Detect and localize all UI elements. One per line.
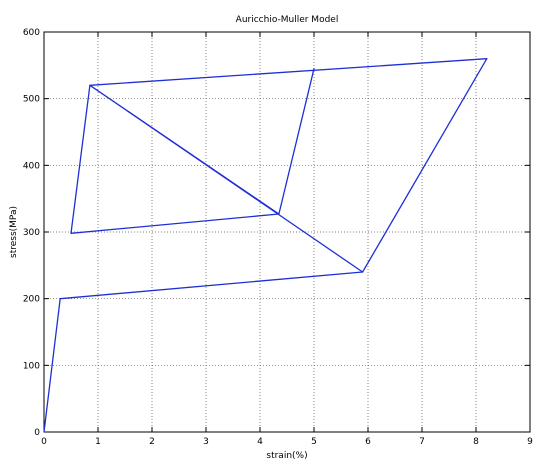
data-point <box>89 84 91 86</box>
x-tick-label: 2 <box>149 437 155 447</box>
series-layer <box>43 58 488 433</box>
x-tick-label: 0 <box>41 437 47 447</box>
x-tick-label: 6 <box>365 437 371 447</box>
x-tick-label: 4 <box>257 437 263 447</box>
y-tick-label: 200 <box>23 295 40 305</box>
data-point <box>70 232 72 234</box>
y-tick-label: 400 <box>23 161 40 171</box>
x-tick-label: 3 <box>203 437 209 447</box>
x-tick-label: 5 <box>311 437 317 447</box>
x-tick-label: 9 <box>527 437 533 447</box>
y-tick-label: 600 <box>23 28 40 38</box>
x-tick-label: 1 <box>95 437 101 447</box>
x-axis-ticks: 0 1 2 3 4 5 6 7 8 9 <box>41 32 533 447</box>
data-point <box>486 58 488 60</box>
x-tick-label: 7 <box>419 437 425 447</box>
y-tick-label: 300 <box>23 228 40 238</box>
x-axis-label: strain(%) <box>266 451 307 461</box>
x-tick-label: 8 <box>473 437 479 447</box>
y-axis-label: stress(MPa) <box>9 206 19 258</box>
y-tick-label: 100 <box>23 361 40 371</box>
data-point <box>43 431 45 433</box>
y-tick-label: 0 <box>34 428 40 438</box>
chart-title: Auricchio-Muller Model <box>236 15 339 25</box>
series-line-0 <box>43 58 488 433</box>
data-point <box>278 213 280 215</box>
grid <box>44 32 530 432</box>
y-tick-label: 500 <box>23 95 40 105</box>
data-point <box>59 298 61 300</box>
data-point <box>313 68 315 70</box>
y-axis-ticks: 0 100 200 300 400 500 600 <box>23 28 530 438</box>
data-point <box>362 271 364 273</box>
